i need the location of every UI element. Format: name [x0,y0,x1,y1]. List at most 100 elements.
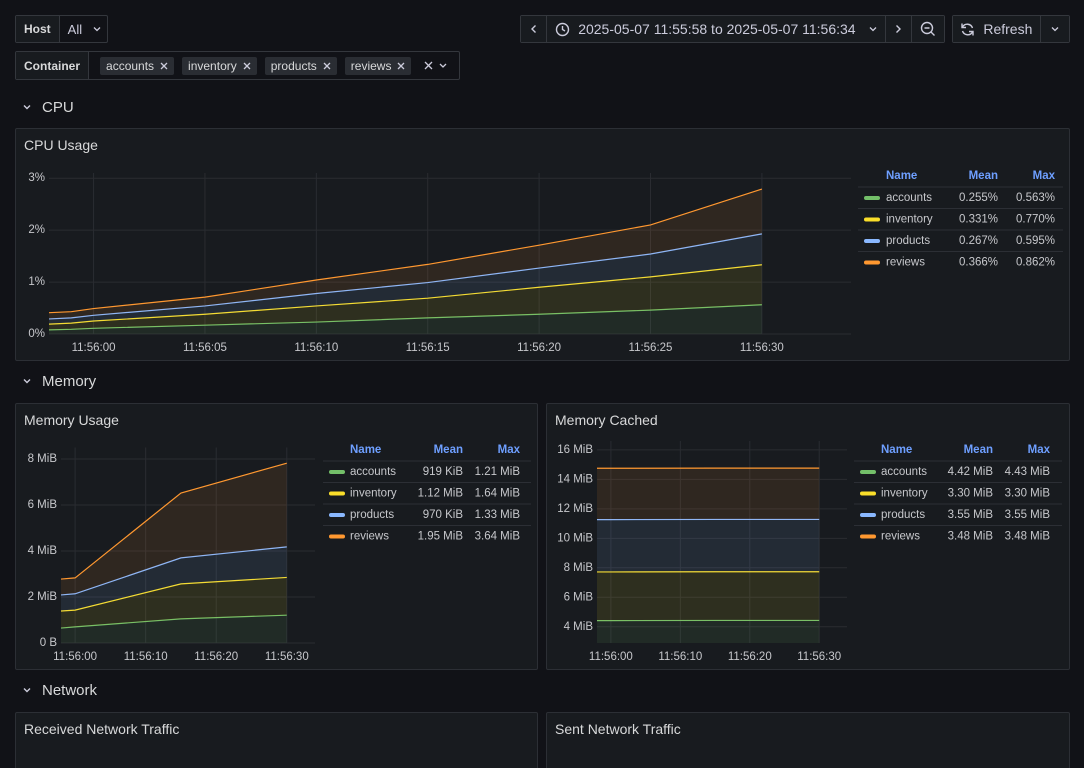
row-header[interactable]: CPU [22,94,74,120]
panel: Received Network Traffic [15,712,538,768]
legend-header: Mean [434,444,463,456]
legend-mean: 1.95 MiB [418,531,464,543]
legend-header: Mean [964,444,993,456]
chevron-right [896,25,902,33]
chip-remove[interactable] [243,62,251,70]
chevron-down [23,105,31,110]
x-tick-label: 11:56:20 [728,651,772,663]
refresh-interval[interactable] [1040,16,1069,42]
series-line [60,614,287,629]
series-line [60,576,287,612]
legend-header: Name [350,444,381,456]
legend-header: Max [1028,444,1051,456]
series-line [60,546,287,596]
y-tick-label: 0% [28,328,45,340]
chip: reviews [344,56,412,75]
chip-label: inventory [188,58,237,73]
legend-name: reviews [886,257,925,269]
panel-title: Memory Cached [555,412,658,428]
series-line [60,462,287,580]
series-line [48,304,762,331]
panel-title: Sent Network Traffic [555,721,681,737]
refresh-group: Refresh [952,15,1070,43]
legend-mean: 0.255% [959,192,998,204]
legend-mean: 970 KiB [423,509,464,521]
legend-mean: 0.267% [959,235,998,247]
y-tick-label: 2 MiB [28,591,58,603]
legend-max: 0.862% [1016,257,1055,269]
container-variable[interactable]: Container accounts inventory products revie… [15,51,460,80]
time-picker: 2025-05-07 11:55:58 to 2025-05-07 11:56:… [520,15,945,43]
chevron-down [93,27,101,32]
chip-remove[interactable] [323,62,331,70]
legend-mean: 3.30 MiB [948,488,994,500]
x-icon [398,62,405,69]
chip-label: accounts [106,58,155,73]
legend-mean: 4.42 MiB [948,466,994,478]
y-tick-label: 6 MiB [28,499,58,511]
chevron-down [1051,27,1059,32]
chart: 4 MiB 6 MiB 8 MiB 10 MiB 12 MiB 14 MiB 16 MiB 1… [557,441,1062,663]
series-line [48,264,762,325]
refresh-button[interactable]: Refresh [953,16,1041,42]
row-title: Network [42,681,98,699]
y-tick-label: 10 MiB [557,532,593,544]
row-chevron [23,379,31,384]
y-tick-label: 3% [28,172,45,184]
legend-max: 4.43 MiB [1005,466,1051,478]
y-tick-label: 14 MiB [557,473,593,485]
y-tick-label: 4 MiB [564,621,594,633]
legend-mean: 919 KiB [423,466,464,478]
chip-remove[interactable] [160,62,168,70]
legend-max: 3.30 MiB [1005,488,1051,500]
legend-name: inventory [350,488,397,500]
legend-mean: 3.48 MiB [948,531,994,543]
legend-max: 0.595% [1016,235,1055,247]
chevron-down [23,688,31,693]
legend-mean: 0.331% [959,214,998,226]
chip-remove[interactable] [397,62,405,70]
x-icon [243,62,251,69]
legend-name: products [886,235,930,247]
legend-name: products [881,509,925,521]
legend-mean: 3.55 MiB [948,509,994,521]
x-tick-label: 11:56:10 [658,651,702,663]
x-tick-label: 11:56:10 [294,342,338,354]
chip-label: reviews [350,58,392,73]
y-tick-label: 0 B [40,637,58,649]
legend-name: inventory [881,488,928,500]
legend-name: accounts [886,192,932,204]
chip-label: products [270,58,317,73]
row-title: CPU [42,98,74,116]
row-header[interactable]: Memory [22,368,96,394]
x-tick-label: 11:56:20 [517,342,561,354]
y-tick-label: 1% [28,276,45,288]
legend-name: accounts [881,466,927,478]
panel: CPU Usage 0% 1% 2% 3% 11:56:00 11:56:05 11:56:1… [15,128,1070,361]
x-icon [160,62,168,69]
x-tick-label: 11:56:00 [72,342,116,354]
zoom-out[interactable] [912,16,944,42]
legend-header: Name [881,444,912,456]
time-forward[interactable] [885,16,912,42]
legend-header: Name [886,170,917,182]
x-tick-label: 11:56:20 [194,651,238,663]
host-variable[interactable]: Host All [15,15,108,43]
legend-name: reviews [881,531,920,543]
time-back[interactable] [521,16,548,42]
time-range[interactable]: 2025-05-07 11:55:58 to 2025-05-07 11:56:… [547,16,886,42]
x-tick-label: 11:56:00 [53,651,97,663]
y-tick-label: 8 MiB [28,453,58,465]
chevron-down [869,27,877,32]
legend-max: 1.21 MiB [475,466,521,478]
legend-max: 3.55 MiB [1005,509,1051,521]
legend-mean: 0.366% [959,257,998,269]
legend-name: accounts [350,466,396,478]
series-line [48,188,763,314]
area-fill [49,233,762,325]
area-fill [61,463,287,595]
row-header[interactable]: Network [22,677,97,703]
y-tick-label: 8 MiB [564,562,594,574]
legend-max: 1.64 MiB [475,488,521,500]
